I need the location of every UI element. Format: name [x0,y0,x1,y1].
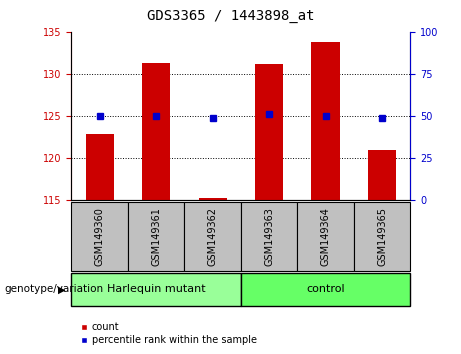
Bar [128,202,184,271]
Bar [312,42,340,200]
Bar [86,135,114,200]
Bar [241,273,410,306]
Text: control: control [306,284,345,295]
Text: GSM149362: GSM149362 [207,207,218,266]
Text: GSM149360: GSM149360 [95,207,105,266]
Bar [71,273,241,306]
Text: Harlequin mutant: Harlequin mutant [107,284,206,295]
Text: GSM149365: GSM149365 [377,207,387,266]
Bar [255,64,283,200]
Text: GSM149363: GSM149363 [264,207,274,266]
Bar [297,202,354,271]
Bar [184,202,241,271]
Bar [71,202,128,271]
Text: genotype/variation: genotype/variation [5,284,104,295]
Text: GSM149361: GSM149361 [151,207,161,266]
Text: ▶: ▶ [58,284,65,295]
Text: GDS3365 / 1443898_at: GDS3365 / 1443898_at [147,9,314,23]
Bar [142,63,170,200]
Bar [199,198,227,200]
Bar [241,202,297,271]
Bar [354,202,410,271]
Bar [368,149,396,200]
Text: GSM149364: GSM149364 [320,207,331,266]
Legend: count, percentile rank within the sample: count, percentile rank within the sample [77,319,261,349]
